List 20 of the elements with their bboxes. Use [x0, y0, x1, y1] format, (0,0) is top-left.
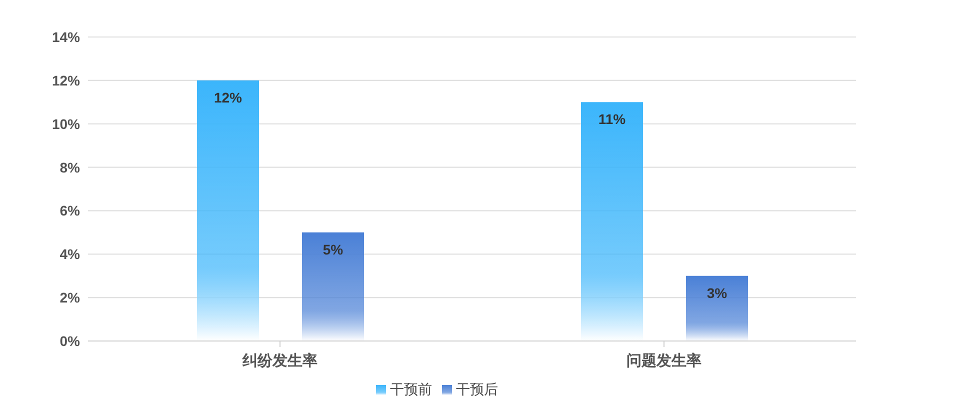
- x-tick-label: 纠纷发生率: [242, 352, 318, 370]
- bar: [581, 102, 643, 341]
- y-tick-label: 6%: [60, 202, 81, 219]
- bar: [686, 276, 748, 341]
- y-tick-label: 10%: [52, 116, 81, 132]
- y-tick-label: 8%: [60, 159, 81, 176]
- y-tick-label: 2%: [60, 290, 81, 306]
- bar: [197, 80, 259, 341]
- x-tick-label: 问题发生率: [626, 352, 702, 370]
- y-tick-label: 14%: [52, 28, 81, 45]
- data-label: 5%: [322, 241, 344, 258]
- data-label: 3%: [706, 284, 728, 301]
- data-label: 11%: [598, 111, 626, 128]
- legend-label: 干预前: [390, 381, 432, 397]
- y-tick-label: 4%: [60, 246, 81, 262]
- y-tick-label: 12%: [52, 72, 81, 88]
- data-label: 12%: [214, 89, 243, 106]
- legend-label: 干预后: [456, 381, 498, 397]
- y-tick-label: 0%: [60, 332, 81, 349]
- bar: [302, 232, 364, 341]
